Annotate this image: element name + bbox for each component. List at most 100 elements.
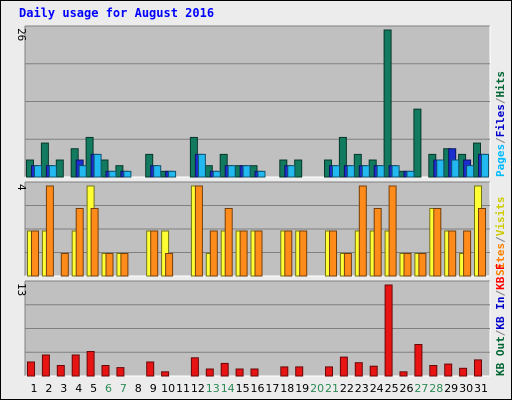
legend-entry: Files bbox=[494, 104, 507, 137]
bar-hits-day-25 bbox=[383, 29, 392, 178]
x-tick-label-day-28: 28 bbox=[429, 382, 443, 395]
bar-kb-f-day-7 bbox=[116, 367, 125, 377]
bar-kb-f-day-2 bbox=[41, 354, 50, 377]
bar-sites-day-21 bbox=[329, 230, 337, 277]
bar-kb-f-day-12 bbox=[190, 357, 199, 377]
bar-pages-day-29 bbox=[451, 159, 460, 178]
bar-sites-day-9 bbox=[150, 230, 159, 277]
x-tick-label-day-26: 26 bbox=[400, 382, 414, 395]
x-tick-label-day-5: 5 bbox=[90, 382, 97, 395]
max-value-label: 13 bbox=[15, 283, 28, 296]
bar-sites-day-16 bbox=[254, 230, 263, 277]
bar-pages-day-25 bbox=[391, 165, 400, 178]
legend-entry: / bbox=[494, 137, 507, 144]
x-tick-label-day-30: 30 bbox=[459, 382, 473, 395]
bar-kb-f-day-23 bbox=[354, 362, 363, 377]
legend-entry: / bbox=[494, 97, 507, 104]
x-tick-label-day-12: 12 bbox=[191, 382, 205, 395]
bar-kb-f-day-16 bbox=[250, 368, 259, 377]
bar-sites-day-14 bbox=[224, 208, 233, 277]
x-tick-label-day-17: 17 bbox=[265, 382, 279, 395]
legend-entry: KB Out bbox=[494, 336, 507, 376]
bar-sites-day-4 bbox=[75, 208, 84, 277]
bar-pages-day-5 bbox=[93, 153, 102, 178]
bar-kb-f-day-28 bbox=[429, 365, 438, 377]
bar-sites-day-26 bbox=[403, 253, 412, 277]
x-tick-label-day-1: 1 bbox=[31, 382, 38, 395]
bar-kb-f-day-31 bbox=[474, 359, 482, 377]
bar-sites-day-27 bbox=[418, 253, 427, 277]
bar-kb-f-day-21 bbox=[325, 366, 333, 377]
legend-entry: Sites bbox=[494, 243, 507, 276]
bar-kb-f-day-3 bbox=[56, 365, 65, 377]
legend-entry: KB In bbox=[494, 297, 507, 330]
bar-kb-f-day-5 bbox=[86, 351, 95, 377]
x-tick-label-day-2: 2 bbox=[45, 382, 52, 395]
x-tick-label-day-7: 7 bbox=[120, 382, 127, 395]
x-tick-label-day-19: 19 bbox=[295, 382, 309, 395]
legend-entry: / bbox=[494, 329, 507, 336]
x-tick-label-day-27: 27 bbox=[414, 382, 428, 395]
bar-kb-f-day-22 bbox=[339, 356, 348, 377]
x-tick-label-day-9: 9 bbox=[150, 382, 157, 395]
bar-kb-f-day-18 bbox=[280, 366, 289, 377]
bar-sites-day-30 bbox=[463, 230, 472, 277]
x-tick-label-day-10: 10 bbox=[161, 382, 175, 395]
bar-sites-day-24 bbox=[373, 208, 382, 277]
bar-sites-day-22 bbox=[343, 253, 352, 277]
bar-kb-f-day-30 bbox=[459, 367, 468, 377]
max-value-label: 4 bbox=[15, 184, 28, 191]
x-tick-label-day-11: 11 bbox=[176, 382, 190, 395]
bar-sites-day-6 bbox=[105, 253, 114, 277]
legend-entry: Pages bbox=[494, 144, 507, 177]
bar-sites-day-15 bbox=[239, 230, 248, 277]
bar-kb-f-day-29 bbox=[444, 363, 453, 377]
bar-pages-day-21 bbox=[332, 165, 340, 178]
bar-sites-day-28 bbox=[433, 208, 442, 277]
legend-hits-files-pages: Pages/Files/Hits bbox=[494, 71, 507, 177]
bar-sites-day-13 bbox=[209, 230, 218, 277]
bar-pages-day-13 bbox=[212, 170, 221, 178]
bar-pages-day-31 bbox=[481, 153, 489, 178]
bar-kb-f-day-27 bbox=[414, 344, 423, 377]
x-tick-label-day-29: 29 bbox=[444, 382, 458, 395]
bar-pages-day-22 bbox=[346, 165, 355, 178]
bar-sites-day-2 bbox=[45, 185, 54, 277]
x-tick-label-day-25: 25 bbox=[385, 382, 399, 395]
x-tick-label-day-3: 3 bbox=[60, 382, 67, 395]
bar-kb-f-day-9 bbox=[146, 361, 155, 377]
bar-kb-f-day-14 bbox=[220, 362, 229, 377]
bar-pages-day-26 bbox=[406, 170, 415, 178]
bar-sites-day-5 bbox=[90, 208, 99, 277]
x-tick-label-day-20: 20 bbox=[310, 382, 324, 395]
bar-pages-day-30 bbox=[466, 165, 475, 178]
bar-sites-day-29 bbox=[448, 230, 457, 277]
bar-pages-day-23 bbox=[361, 165, 370, 178]
legend-entry: / bbox=[494, 236, 507, 243]
bar-pages-day-10 bbox=[168, 170, 177, 178]
bar-pages-day-12 bbox=[197, 153, 206, 178]
bar-pages-day-16 bbox=[257, 170, 266, 178]
bar-sites-day-31 bbox=[478, 208, 486, 277]
legend-visits-sites: Sites/Visits bbox=[494, 197, 507, 277]
bar-sites-day-23 bbox=[358, 185, 367, 277]
x-tick-label-day-6: 6 bbox=[105, 382, 112, 395]
x-tick-label-day-22: 22 bbox=[340, 382, 354, 395]
x-tick-label-day-14: 14 bbox=[221, 382, 235, 395]
x-tick-label-day-21: 21 bbox=[325, 382, 339, 395]
bar-kb-f-day-19 bbox=[295, 366, 304, 377]
bar-pages-day-7 bbox=[123, 170, 132, 178]
bar-sites-day-18 bbox=[284, 230, 293, 277]
legend-entry: Visits bbox=[494, 197, 507, 237]
bar-kb-f-day-25 bbox=[384, 284, 393, 377]
bar-sites-day-7 bbox=[120, 253, 129, 277]
bar-sites-day-1 bbox=[31, 230, 39, 277]
bar-sites-day-19 bbox=[299, 230, 308, 277]
bar-pages-day-14 bbox=[227, 165, 236, 178]
legend-entry: / bbox=[494, 290, 507, 297]
x-tick-label-day-13: 13 bbox=[206, 382, 220, 395]
bar-kb-f-day-1 bbox=[27, 361, 35, 377]
bar-kb-f-day-10 bbox=[161, 371, 170, 377]
x-tick-label-day-15: 15 bbox=[236, 382, 250, 395]
